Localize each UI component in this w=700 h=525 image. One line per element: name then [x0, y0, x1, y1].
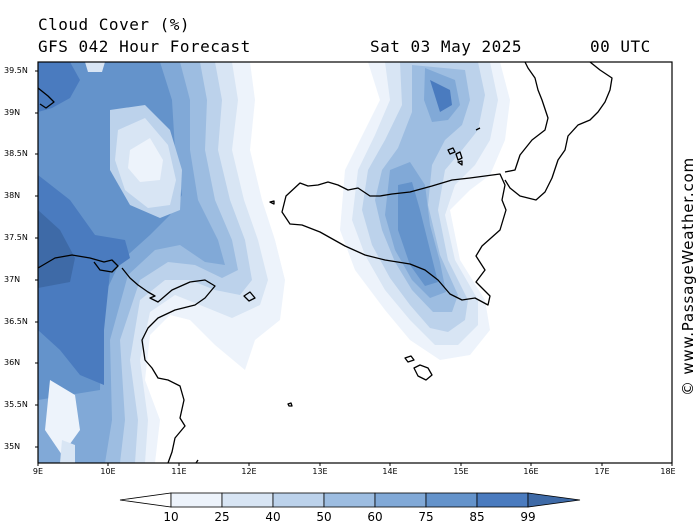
colorbar-label: 75 [418, 510, 434, 524]
stromboli-coast [475, 127, 481, 131]
cloud-cover-field [38, 62, 510, 463]
map-frame [37, 61, 673, 464]
aeolian-coast-2 [455, 151, 463, 161]
cloud-band-east [340, 62, 510, 360]
colorbar-high-arrow [527, 492, 581, 508]
colorbar-label: 10 [163, 510, 179, 524]
colorbar-label: 60 [367, 510, 383, 524]
lon-label: 9E [32, 467, 44, 476]
model-subtitle: GFS 042 Hour Forecast [38, 37, 251, 56]
lat-label: 39.5N [4, 66, 28, 75]
calabria-coast [504, 61, 613, 201]
lat-label: 36.5N [4, 317, 28, 326]
colorbar-label: 99 [520, 510, 536, 524]
lat-label: 35.5N [4, 400, 28, 409]
lat-label: 35N [4, 442, 21, 451]
gozo-coast [404, 355, 415, 363]
lon-label: 14E [382, 467, 398, 476]
lat-label: 39N [4, 108, 21, 117]
cloud-band-west [38, 62, 285, 463]
colorbar-label: 40 [265, 510, 281, 524]
credit-watermark: © www.PassageWeather.com [679, 157, 697, 396]
lat-label: 38.5N [4, 149, 28, 158]
colorbar-label: 25 [214, 510, 230, 524]
chart-title: Cloud Cover (%) [38, 15, 190, 34]
pantelleria-coast [243, 291, 256, 302]
lat-label: 36N [4, 358, 21, 367]
aeolian-coast-1 [447, 147, 456, 155]
valid-date: Sat 03 May 2025 [370, 37, 522, 56]
colorbar [119, 492, 581, 508]
sardinia-coast [37, 87, 55, 109]
lon-label: 13E [312, 467, 328, 476]
lat-label: 37.5N [4, 233, 28, 242]
sicily-coast [281, 173, 507, 306]
colorbar-low-arrow [119, 492, 172, 508]
colorbar-label: 85 [469, 510, 485, 524]
lon-label: 10E [100, 467, 116, 476]
valid-time: 00 UTC [590, 37, 651, 56]
lampedusa-coast [287, 402, 293, 407]
malta-coast [413, 364, 433, 381]
lon-label: 16E [523, 467, 539, 476]
lon-label: 12E [241, 467, 257, 476]
lat-label: 38N [4, 191, 21, 200]
lon-label: 18E [660, 467, 676, 476]
aeolian-coast-3 [457, 160, 463, 166]
lon-label: 17E [594, 467, 610, 476]
colorbar-label: 50 [316, 510, 332, 524]
lon-label: 15E [453, 467, 469, 476]
axis-ticks [35, 70, 673, 466]
lon-label: 11E [171, 467, 187, 476]
ustica-coast [269, 200, 275, 205]
lat-label: 37N [4, 275, 21, 284]
